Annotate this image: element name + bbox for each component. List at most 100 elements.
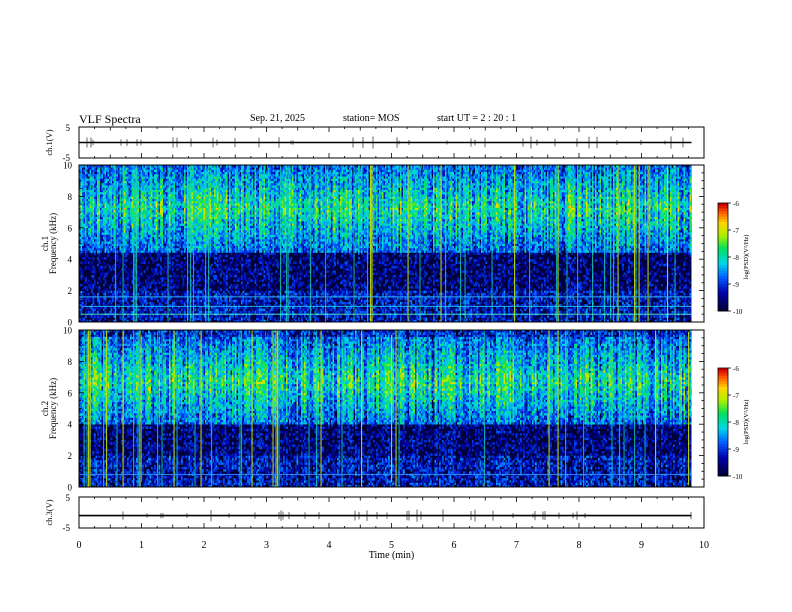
psd-cell: [94, 293, 96, 296]
psd-cell: [97, 264, 99, 267]
psd-cell: [99, 291, 101, 294]
psd-cell: [81, 309, 83, 312]
psd-cell: [94, 235, 96, 238]
psd-cell: [88, 261, 90, 264]
psd-cell: [94, 273, 96, 276]
psd-cell: [100, 300, 102, 303]
psd-cell: [99, 169, 101, 172]
psd-cell: [90, 311, 92, 314]
psd-cell: [102, 248, 104, 251]
psd-cell: [99, 172, 101, 175]
psd-cell: [99, 255, 101, 258]
psd-cell: [81, 277, 83, 280]
psd-cell: [97, 311, 99, 314]
psd-cell: [102, 266, 104, 269]
psd-cell: [99, 230, 101, 233]
psd-cell: [85, 266, 87, 269]
psd-cell: [102, 291, 104, 294]
psd-cell: [100, 250, 102, 253]
psd-cell: [99, 252, 101, 255]
psd-cell: [99, 309, 101, 312]
psd-cell: [100, 261, 102, 264]
psd-cell: [93, 300, 95, 303]
psd-cell: [81, 284, 83, 287]
psd-cell: [93, 275, 95, 278]
psd-cell: [99, 259, 101, 262]
psd-cell: [103, 261, 105, 264]
psd-cell: [82, 275, 84, 278]
psd-cell: [85, 302, 87, 305]
psd-cell: [84, 318, 86, 321]
psd-cell: [84, 282, 86, 285]
psd-cell: [81, 261, 83, 264]
psd-cell: [90, 300, 92, 303]
psd-cell: [87, 250, 89, 253]
psd-cell: [91, 261, 93, 264]
psd-cell: [100, 275, 102, 278]
psd-cell: [87, 282, 89, 285]
spectrogram-layer: [79, 165, 704, 487]
psd-cell: [99, 237, 101, 240]
psd-cell: [103, 288, 105, 291]
psd-cell: [97, 257, 99, 260]
psd-cell: [100, 239, 102, 242]
psd-cell: [94, 167, 96, 170]
psd-cell: [94, 268, 96, 271]
spectrogram-ch1: [79, 165, 704, 322]
psd-cell: [81, 293, 83, 296]
psd-cell: [93, 257, 95, 260]
psd-cell: [81, 311, 83, 314]
psd-cell: [102, 270, 104, 273]
psd-cell: [90, 268, 92, 271]
psd-cell: [93, 266, 95, 269]
psd-cell: [102, 315, 104, 318]
psd-cell: [87, 255, 89, 258]
psd-cell: [82, 300, 84, 303]
psd-cell: [82, 244, 84, 247]
psd-cell: [91, 288, 93, 291]
psd-cell: [88, 309, 90, 312]
psd-cell: [105, 311, 107, 314]
psd-cell: [90, 282, 92, 285]
psd-cell: [85, 300, 87, 303]
psd-cell: [93, 302, 95, 305]
psd-cell: [103, 309, 105, 312]
psd-cell: [88, 266, 90, 269]
psd-cell: [85, 169, 87, 172]
psd-cell: [87, 288, 89, 291]
psd-cell: [103, 252, 105, 255]
psd-cell: [93, 286, 95, 289]
psd-cell: [91, 264, 93, 267]
psd-cell: [94, 250, 96, 253]
psd-cell: [87, 286, 89, 289]
psd-cell: [102, 246, 104, 249]
psd-cell: [87, 252, 89, 255]
psd-cell: [105, 315, 107, 318]
psd-cell: [85, 176, 87, 179]
psd-cell: [85, 277, 87, 280]
psd-cell: [85, 261, 87, 264]
psd-cell: [102, 268, 104, 271]
psd-cell: [99, 167, 101, 170]
psd-cell: [94, 270, 96, 273]
psd-cell: [85, 279, 87, 282]
psd-cell: [99, 183, 101, 186]
psd-cell: [100, 279, 102, 282]
psd-cell: [90, 297, 92, 300]
psd-cell: [91, 252, 93, 255]
psd-cell: [97, 282, 99, 285]
psd-cell: [99, 288, 101, 291]
psd-cell: [85, 268, 87, 271]
psd-cell: [93, 277, 95, 280]
psd-cell: [94, 252, 96, 255]
psd-cell: [97, 293, 99, 296]
psd-cell: [88, 279, 90, 282]
psd-cell: [94, 282, 96, 285]
psd-cell: [85, 259, 87, 262]
psd-cell: [82, 302, 84, 305]
psd-cell: [99, 181, 101, 184]
psd-cell: [90, 257, 92, 260]
psd-cell: [93, 318, 95, 321]
psd-cell: [94, 309, 96, 312]
psd-cell: [100, 318, 102, 321]
